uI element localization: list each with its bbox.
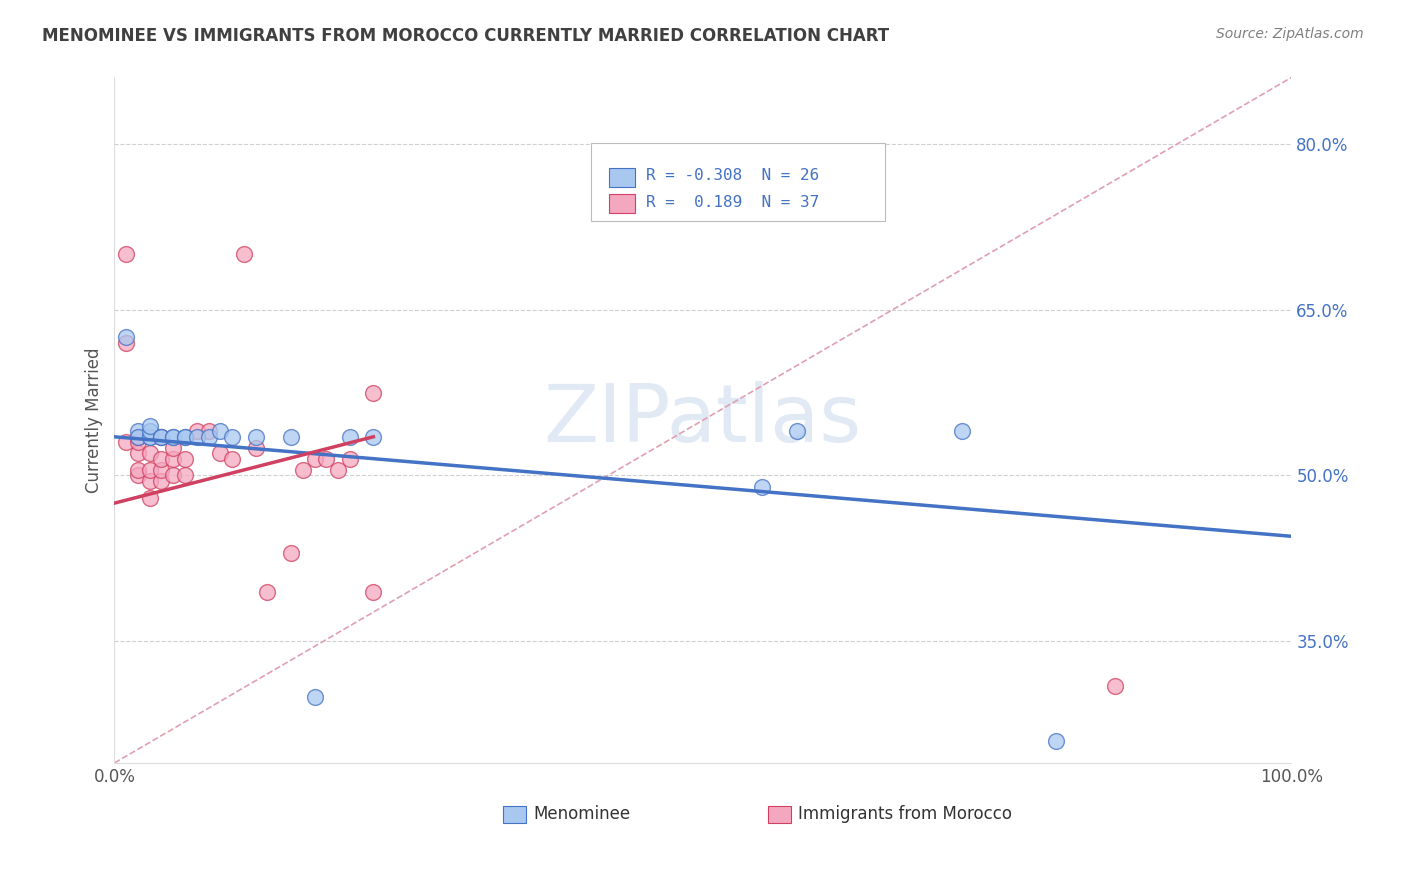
Point [174, 451, 197, 466]
Point [280, 546, 302, 560]
Point [138, 474, 160, 488]
Point [162, 430, 184, 444]
Point [291, 463, 314, 477]
Point [138, 491, 160, 505]
FancyBboxPatch shape [503, 806, 526, 822]
Text: Immigrants from Morocco: Immigrants from Morocco [799, 805, 1012, 823]
Point [363, 385, 385, 400]
Point [115, 335, 138, 350]
Point [1104, 679, 1126, 693]
Point [304, 690, 326, 704]
Point [127, 435, 149, 450]
Point [209, 446, 232, 460]
Point [751, 479, 773, 493]
Point [232, 247, 254, 261]
Point [256, 584, 278, 599]
Point [162, 441, 184, 455]
FancyBboxPatch shape [609, 194, 634, 213]
Point [197, 424, 219, 438]
Point [127, 430, 149, 444]
Point [1045, 734, 1067, 748]
Point [150, 474, 173, 488]
Point [127, 446, 149, 460]
Point [138, 430, 160, 444]
Y-axis label: Currently Married: Currently Married [86, 348, 103, 493]
Text: Source: ZipAtlas.com: Source: ZipAtlas.com [1216, 27, 1364, 41]
Point [115, 247, 138, 261]
Point [150, 430, 173, 444]
FancyBboxPatch shape [609, 168, 634, 187]
Point [162, 468, 184, 483]
Point [127, 424, 149, 438]
Point [115, 435, 138, 450]
Point [221, 430, 243, 444]
Point [221, 451, 243, 466]
Point [280, 430, 302, 444]
Point [138, 463, 160, 477]
FancyBboxPatch shape [591, 143, 886, 221]
Point [245, 430, 267, 444]
Point [339, 451, 361, 466]
Point [150, 430, 173, 444]
Point [138, 430, 160, 444]
Point [174, 430, 197, 444]
Point [138, 418, 160, 433]
Point [315, 451, 337, 466]
Point [162, 451, 184, 466]
Point [186, 424, 208, 438]
Point [150, 430, 173, 444]
Point [326, 463, 349, 477]
Point [197, 430, 219, 444]
Point [786, 424, 808, 438]
Text: Menominee: Menominee [533, 805, 630, 823]
Point [127, 468, 149, 483]
Point [127, 463, 149, 477]
Point [363, 584, 385, 599]
Point [209, 424, 232, 438]
Point [174, 430, 197, 444]
Point [363, 430, 385, 444]
Point [150, 463, 173, 477]
Point [245, 441, 267, 455]
Point [304, 451, 326, 466]
Point [950, 424, 973, 438]
Point [127, 430, 149, 444]
Text: ZIPatlas: ZIPatlas [544, 381, 862, 459]
Point [339, 430, 361, 444]
Point [115, 330, 138, 344]
Point [174, 468, 197, 483]
Text: MENOMINEE VS IMMIGRANTS FROM MOROCCO CURRENTLY MARRIED CORRELATION CHART: MENOMINEE VS IMMIGRANTS FROM MOROCCO CUR… [42, 27, 890, 45]
Text: R = -0.308  N = 26: R = -0.308 N = 26 [647, 168, 820, 183]
Point [138, 424, 160, 438]
Point [150, 451, 173, 466]
Point [186, 430, 208, 444]
Point [162, 430, 184, 444]
Point [138, 446, 160, 460]
FancyBboxPatch shape [768, 806, 792, 822]
Text: R =  0.189  N = 37: R = 0.189 N = 37 [647, 194, 820, 210]
